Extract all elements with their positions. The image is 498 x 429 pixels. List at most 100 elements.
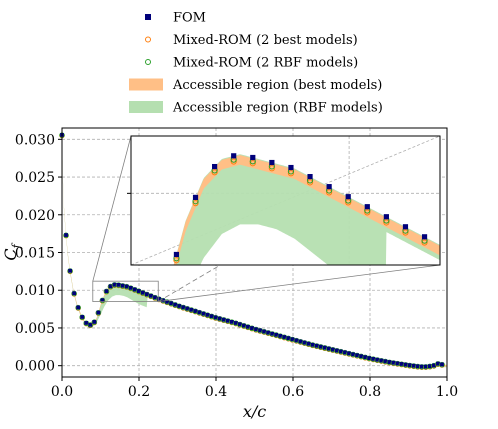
inset-fom-point xyxy=(364,204,370,210)
fom-point xyxy=(205,312,210,317)
x-tick-label: 0.2 xyxy=(128,384,150,400)
legend-label-mixed_best: Mixed-ROM (2 best models) xyxy=(173,33,358,48)
inset-series-group xyxy=(155,153,440,335)
fom-point xyxy=(432,363,436,368)
fom-point xyxy=(100,298,105,303)
fom-point xyxy=(330,347,335,352)
legend-marker-fom xyxy=(145,14,151,20)
legend-patch-region_best xyxy=(129,78,163,91)
mixed-rbf-point xyxy=(103,288,110,295)
fom-point xyxy=(165,299,170,304)
fom-point xyxy=(274,332,279,337)
legend-item-region_best: Accessible region (best models) xyxy=(129,78,382,93)
y-tick-label: 0.000 xyxy=(15,359,55,375)
fom-point xyxy=(306,341,311,346)
mixed-rbf-point xyxy=(63,232,69,239)
inset-fom-point xyxy=(383,214,389,220)
fom-point xyxy=(326,346,331,351)
fom-point xyxy=(383,359,388,364)
inset-fom-point xyxy=(421,234,428,240)
legend-patch-region_rbf xyxy=(129,101,163,113)
fom-point xyxy=(246,324,250,329)
fom-point xyxy=(88,322,93,327)
inset-fom-point xyxy=(155,330,160,335)
fom-point xyxy=(242,323,246,328)
fom-point xyxy=(407,363,412,368)
legend-item-mixed_best: Mixed-ROM (2 best models) xyxy=(145,33,358,48)
fom-point xyxy=(343,350,347,355)
fom-point xyxy=(339,349,343,354)
fom-point xyxy=(440,362,444,367)
mixed-rbf-point xyxy=(439,361,445,368)
inset-fom-point xyxy=(231,153,237,159)
y-tick-label: 0.025 xyxy=(15,170,55,186)
y-tick-label: 0.010 xyxy=(15,283,55,299)
inset-mixed-best-point xyxy=(249,160,256,167)
inset-fom-point xyxy=(269,159,275,166)
inset-fom-point xyxy=(345,194,351,200)
x-tick-label: 0.8 xyxy=(359,384,381,400)
mixed-rbf-point xyxy=(75,304,81,311)
main-axes: 0.0 0.2 0.4 0.6 0.8 1.0 0.0000.0050.0100.0150… xyxy=(1,127,458,421)
fom-point xyxy=(104,289,109,294)
fom-point xyxy=(302,340,307,345)
fom-point xyxy=(64,233,68,237)
fom-point xyxy=(290,337,295,342)
mixed-rbf-point xyxy=(79,314,85,320)
fom-point xyxy=(84,321,89,325)
legend-label-mixed_rbf: Mixed-ROM (2 RBF models) xyxy=(173,56,358,71)
x-axis-ticks: 0.0 0.2 0.4 0.6 0.8 1.0 xyxy=(51,377,458,400)
legend: FOM Mixed-ROM (2 best models) Mixed-ROM (2… xyxy=(129,11,383,116)
y-axis-ticks: 0.000 0.005 0.010 0.015 0.020 0.025 0.030 xyxy=(15,132,62,375)
legend-label-region_best: Accessible region (best models) xyxy=(172,78,382,93)
fom-point xyxy=(270,331,275,336)
fom-point xyxy=(197,310,202,315)
inset-fom-point xyxy=(326,184,332,190)
fom-point xyxy=(375,357,380,362)
fom-point xyxy=(221,317,226,322)
inset-mixed-best-point xyxy=(383,219,390,226)
fom-point xyxy=(213,315,218,320)
fom-point xyxy=(72,291,77,296)
fom-point xyxy=(415,364,420,369)
inset-mixed-best-point xyxy=(345,199,352,206)
inset-mixed-best-point xyxy=(364,209,371,216)
fom-point xyxy=(399,362,404,366)
legend-marker-mixed_rbf xyxy=(145,59,151,65)
fom-point xyxy=(419,364,424,369)
fom-point xyxy=(355,353,360,358)
fom-point xyxy=(351,352,355,357)
inset-fom-point xyxy=(212,163,218,170)
inset-plot-area xyxy=(155,153,440,335)
inset-mixed-best-point xyxy=(306,179,314,186)
region-best-inset xyxy=(173,155,440,265)
fom-point xyxy=(254,327,258,332)
inset-mixed-best-point xyxy=(192,200,199,207)
fom-point xyxy=(112,282,117,287)
inset-fom-point xyxy=(192,194,199,200)
fom-point xyxy=(225,318,230,323)
fom-point xyxy=(76,305,81,310)
fom-point xyxy=(161,298,165,303)
legend-label-fom: FOM xyxy=(173,11,206,26)
fom-point xyxy=(294,338,299,343)
x-tick-label: 0.0 xyxy=(51,384,73,400)
fom-point xyxy=(233,321,238,325)
fom-point xyxy=(201,311,206,316)
x-tick-label: 1.0 xyxy=(436,384,458,400)
fom-point xyxy=(391,360,396,365)
fom-point xyxy=(193,309,198,313)
inset-fom-point xyxy=(307,174,313,180)
inset-mixed-best-point xyxy=(173,257,180,264)
fom-point xyxy=(128,285,133,290)
y-axis-label-text: Cf xyxy=(1,242,23,260)
inset-mixed-best-point xyxy=(402,229,409,236)
inset-axes-frame xyxy=(130,135,441,266)
fom-point xyxy=(237,322,242,327)
fom-point xyxy=(217,316,222,321)
fom-point xyxy=(262,329,267,334)
fom-point xyxy=(314,343,319,348)
fom-point xyxy=(229,319,234,324)
fom-point xyxy=(310,342,315,347)
